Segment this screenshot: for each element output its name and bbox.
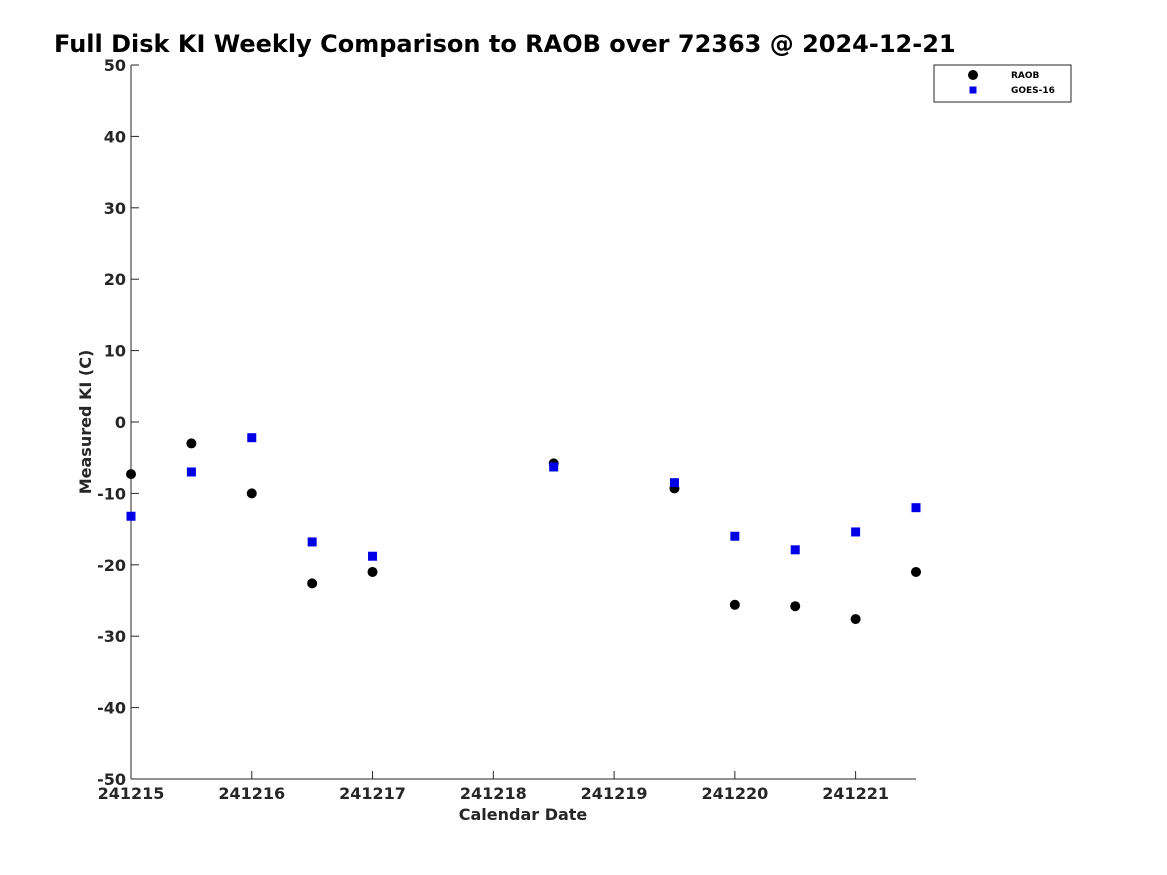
y-axis-label: Measured KI (C) (76, 350, 95, 495)
data-point-raob (126, 469, 136, 480)
data-point-raob (307, 578, 318, 589)
data-point-raob (367, 566, 378, 577)
legend-box (933, 64, 1072, 103)
data-point-raob (186, 438, 197, 449)
y-tick-label: -40 (97, 699, 126, 718)
y-tick-label: -50 (97, 770, 126, 789)
legend: RAOB GOES-16 (933, 64, 1072, 103)
data-point-goes-16 (186, 467, 196, 477)
data-point-goes-16 (911, 503, 921, 513)
data-point-goes-16 (126, 511, 136, 521)
x-tick-label: 241221 (822, 784, 889, 803)
y-tick-label: 0 (115, 413, 126, 432)
y-tick-label: 50 (104, 56, 126, 75)
data-point-goes-16 (549, 462, 559, 472)
data-point-goes-16 (307, 537, 317, 547)
data-point-goes-16 (851, 527, 861, 537)
x-axis-label: Calendar Date (459, 805, 588, 824)
data-point-goes-16 (368, 551, 378, 561)
x-tick-label: 241215 (98, 784, 165, 803)
y-tick-label: -30 (97, 627, 126, 646)
x-tick-label: 241220 (701, 784, 768, 803)
data-point-goes-16 (247, 433, 257, 443)
data-point-raob (246, 488, 257, 499)
data-point-raob (790, 601, 801, 612)
data-point-goes-16 (669, 478, 679, 488)
x-tick-label: 241217 (339, 784, 406, 803)
y-tick-label: 40 (104, 127, 126, 146)
data-point-raob (911, 566, 921, 577)
legend-label-goes-16: GOES-16 (1011, 86, 1055, 96)
y-tick-label: 20 (104, 270, 126, 289)
y-tick-label: 10 (104, 342, 126, 361)
x-tick-label: 241216 (218, 784, 285, 803)
data-point-raob (850, 614, 861, 625)
chart-title: Full Disk KI Weekly Comparison to RAOB o… (54, 30, 956, 58)
y-tick-label: 30 (104, 199, 126, 218)
data-point-raob (729, 599, 740, 610)
x-tick-label: 241219 (581, 784, 648, 803)
data-point-goes-16 (790, 545, 800, 555)
x-tick-label: 241218 (460, 784, 527, 803)
legend-label-raob: RAOB (1011, 71, 1040, 81)
y-tick-label: -10 (97, 484, 126, 503)
y-tick-label: -20 (97, 556, 126, 575)
legend-marker-raob (968, 70, 978, 80)
data-point-goes-16 (730, 531, 740, 541)
legend-marker-goes-16 (969, 86, 977, 94)
